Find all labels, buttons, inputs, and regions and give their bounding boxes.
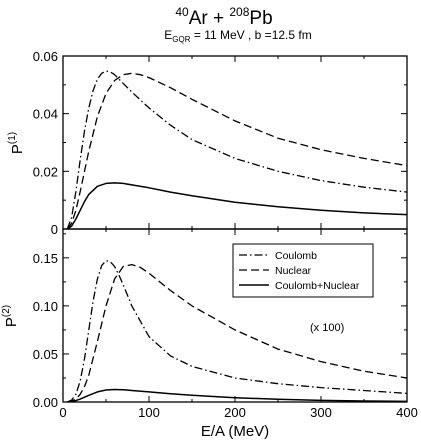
- figure-subtitle: EGQR = 11 MeV , b =12.5 fm: [164, 28, 311, 44]
- xtick-label: 0: [59, 405, 66, 420]
- subtitle-E: E: [164, 28, 172, 42]
- legend-label-nuclear: Nuclear: [275, 265, 312, 277]
- top-series-coulomb-nuclear: [66, 182, 408, 230]
- top-series-nuclear: [66, 72, 408, 230]
- legend: Coulomb Nuclear Coulomb+Nuclear: [232, 243, 374, 298]
- bottom-ytick-label: 0.15: [33, 251, 58, 266]
- bottom-axes: 0.00 0.05 0.10 0.15 0 100 200 300 400: [33, 229, 418, 420]
- bottom-ytick-label: 0.00: [33, 395, 58, 410]
- subtitle-E-index: GQR: [172, 35, 190, 44]
- title-plus: +: [208, 8, 230, 29]
- xtick-label: 300: [310, 405, 332, 420]
- xtick-label: 100: [138, 405, 160, 420]
- top-series-coulomb: [66, 70, 408, 230]
- top-ytick-label: 0.06: [33, 49, 58, 64]
- bottom-ylabel: P(2): [1, 305, 20, 327]
- bottom-series-coulomb-nuclear: [67, 388, 408, 403]
- figure-title: 40Ar + 208Pb: [175, 5, 272, 29]
- top-ytick-label: 0.02: [33, 164, 58, 179]
- top-ytick-label: 0: [51, 222, 58, 237]
- bottom-series-lines: [67, 260, 408, 403]
- bottom-ytick-label: 0.10: [33, 299, 58, 314]
- legend-label-coulomb: Coulomb: [275, 250, 317, 262]
- bottom-ytick-label: 0.05: [33, 347, 58, 362]
- bottom-ylabel-sup: (2): [1, 305, 12, 317]
- subtitle-values: = 11 MeV , b =12.5 fm: [191, 28, 312, 42]
- top-ylabel-sup: (1): [7, 132, 18, 144]
- top-ytick-label: 0.04: [33, 107, 58, 122]
- scale-annotation: (x 100): [310, 322, 344, 334]
- bottom-series-nuclear: [67, 263, 408, 403]
- legend-label-combined: Coulomb+Nuclear: [275, 280, 360, 292]
- top-axes: 0 0.02 0.04 0.06: [33, 49, 408, 237]
- top-ylabel: P(1): [7, 132, 26, 154]
- xtick-label: 400: [396, 405, 418, 420]
- x-axis-label: E/A (MeV): [201, 423, 269, 440]
- xtick-label: 200: [224, 405, 246, 420]
- top-series-lines: [66, 70, 408, 230]
- projectile-mass: 40: [175, 5, 189, 19]
- top-panel-frame: [62, 55, 408, 230]
- target-mass: 208: [229, 5, 249, 19]
- target-symbol: Pb: [249, 8, 272, 29]
- projectile-symbol: Ar: [189, 8, 209, 29]
- bottom-series-coulomb: [67, 260, 408, 403]
